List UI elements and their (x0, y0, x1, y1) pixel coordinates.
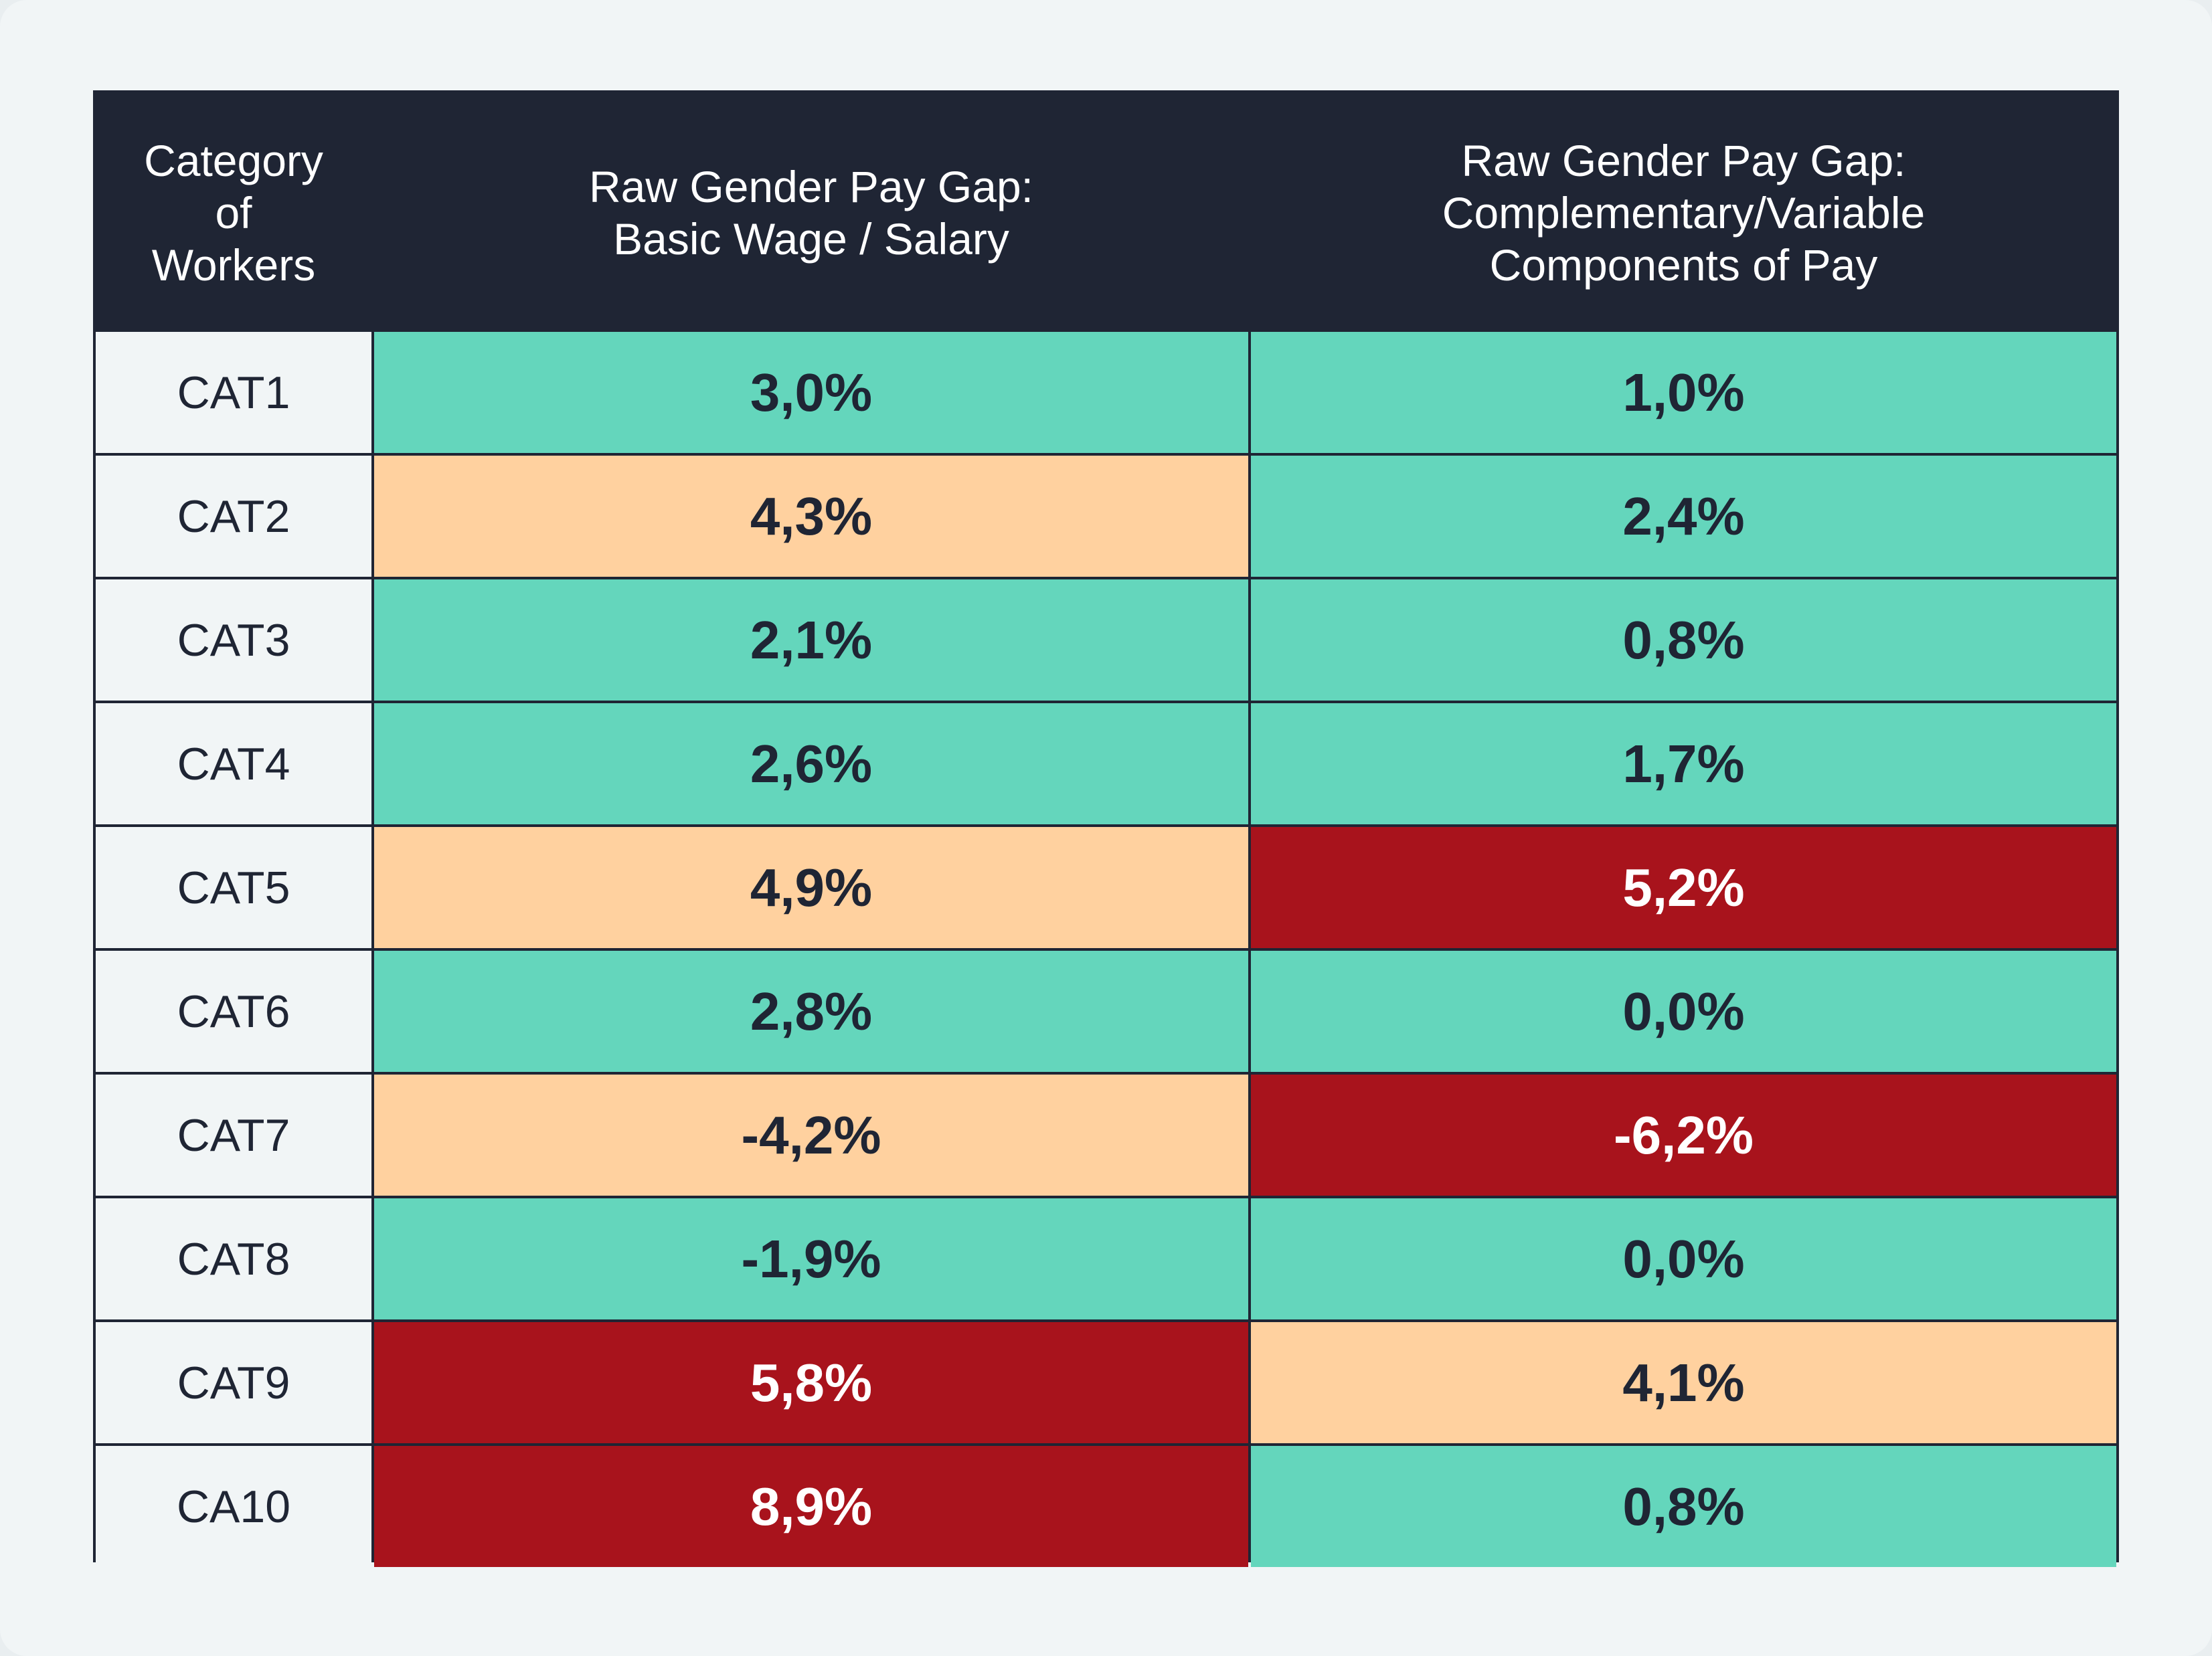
category-cell: CAT1 (96, 332, 371, 453)
basic-wage-gap-cell: -4,2% (374, 1075, 1248, 1196)
pay-gap-table: Category of Workers Raw Gender Pay Gap: … (93, 90, 2119, 1567)
table-row: CAT7 -4,2% -6,2% (96, 1075, 2116, 1196)
table-row: CA10 8,9% 0,8% (96, 1446, 2116, 1567)
category-cell: CAT4 (96, 703, 371, 824)
category-cell: CAT8 (96, 1198, 371, 1319)
basic-wage-gap-cell: -1,9% (374, 1198, 1248, 1319)
row-divider (96, 701, 2116, 703)
row-divider (96, 1196, 2116, 1198)
table-row: CAT6 2,8% 0,0% (96, 951, 2116, 1072)
header-variable-pay: Raw Gender Pay Gap: Complementary/Variab… (1442, 135, 1926, 290)
category-cell: CA10 (96, 1446, 371, 1567)
variable-pay-gap-cell: 0,0% (1251, 951, 2116, 1072)
row-divider (96, 1443, 2116, 1446)
table-row: CAT3 2,1% 0,8% (96, 579, 2116, 701)
table-row: CAT8 -1,9% 0,0% (96, 1198, 2116, 1319)
category-cell: CAT7 (96, 1075, 371, 1196)
basic-wage-gap-cell: 5,8% (374, 1322, 1248, 1443)
row-divider (96, 824, 2116, 827)
variable-pay-gap-cell: 5,2% (1251, 827, 2116, 948)
variable-pay-gap-cell: 1,0% (1251, 332, 2116, 453)
table-row: CAT4 2,6% 1,7% (96, 703, 2116, 824)
basic-wage-gap-cell: 2,6% (374, 703, 1248, 824)
category-cell: CAT3 (96, 579, 371, 701)
row-divider (96, 948, 2116, 951)
table-row: CAT9 5,8% 4,1% (96, 1322, 2116, 1443)
variable-pay-gap-cell: 2,4% (1251, 456, 2116, 577)
row-divider (96, 453, 2116, 456)
category-cell: CAT5 (96, 827, 371, 948)
variable-pay-gap-cell: 1,7% (1251, 703, 2116, 824)
variable-pay-gap-cell: 0,0% (1251, 1198, 2116, 1319)
category-cell: CAT9 (96, 1322, 371, 1443)
basic-wage-gap-cell: 2,1% (374, 579, 1248, 701)
header-category: Category of Workers (144, 135, 323, 290)
column-divider (371, 332, 374, 1560)
variable-pay-gap-cell: 0,8% (1251, 1446, 2116, 1567)
variable-pay-gap-cell: 0,8% (1251, 579, 2116, 701)
basic-wage-gap-cell: 3,0% (374, 332, 1248, 453)
category-cell: CAT6 (96, 951, 371, 1072)
column-divider (1248, 332, 1251, 1560)
table-row: CAT5 4,9% 5,2% (96, 827, 2116, 948)
row-divider (96, 1319, 2116, 1322)
basic-wage-gap-cell: 8,9% (374, 1446, 1248, 1567)
basic-wage-gap-cell: 4,9% (374, 827, 1248, 948)
category-cell: CAT2 (96, 456, 371, 577)
table-row: CAT1 3,0% 1,0% (96, 332, 2116, 453)
row-divider (96, 577, 2116, 579)
row-divider (96, 1072, 2116, 1075)
table-row: CAT2 4,3% 2,4% (96, 456, 2116, 577)
variable-pay-gap-cell: 4,1% (1251, 1322, 2116, 1443)
header-basic-wage: Raw Gender Pay Gap: Basic Wage / Salary (589, 161, 1033, 264)
basic-wage-gap-cell: 4,3% (374, 456, 1248, 577)
table-header: Category of Workers Raw Gender Pay Gap: … (96, 93, 2116, 332)
basic-wage-gap-cell: 2,8% (374, 951, 1248, 1072)
variable-pay-gap-cell: -6,2% (1251, 1075, 2116, 1196)
